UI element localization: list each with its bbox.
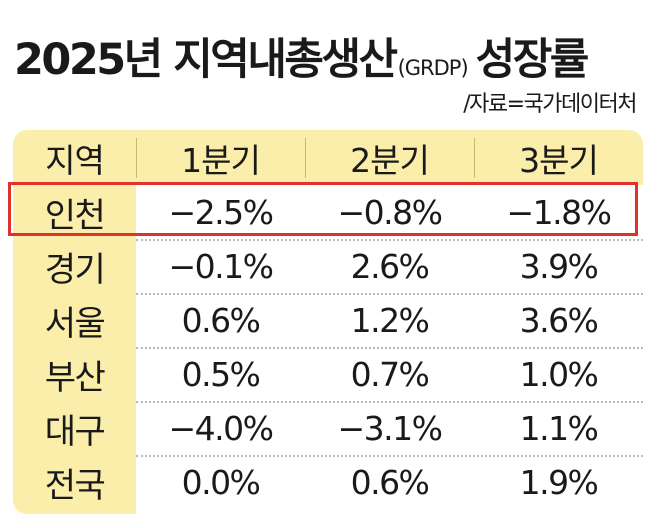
header-divider <box>305 138 306 178</box>
value-q3: 1.1% <box>519 408 599 448</box>
header-divider <box>136 138 137 178</box>
value-q1: 0.0% <box>181 462 261 502</box>
header-q3: 3분기 <box>519 140 599 180</box>
title-main: 2025년 지역내총생산 <box>14 35 398 85</box>
value-q3: −1.8% <box>506 192 613 232</box>
header-q2: 2분기 <box>350 140 430 180</box>
value-q1: −0.1% <box>168 246 275 286</box>
table-row: 전국 0.0% 0.6% 1.9% <box>13 455 643 509</box>
value-q1: −2.5% <box>168 192 275 232</box>
table-header: 지역 1분기 2분기 3분기 <box>13 130 643 185</box>
value-q2: −3.1% <box>337 408 444 448</box>
value-q1: 0.5% <box>181 354 261 394</box>
region-label: 서울 <box>44 303 106 344</box>
value-q3: 3.9% <box>519 246 599 286</box>
value-q3: 1.9% <box>519 462 599 502</box>
header-region: 지역 <box>45 140 105 180</box>
value-q3: 3.6% <box>519 300 599 340</box>
region-label: 부산 <box>44 357 106 398</box>
title-tail: 성장률 <box>475 35 590 85</box>
source-credit: /자료=국가데이터처 <box>463 92 637 117</box>
value-q1: −4.0% <box>168 408 275 448</box>
region-label: 전국 <box>44 465 106 506</box>
row-divider <box>136 401 643 403</box>
value-q2: 1.2% <box>350 300 430 340</box>
table-row: 부산 0.5% 0.7% 1.0% <box>13 347 643 401</box>
region-label: 대구 <box>44 411 106 452</box>
table-row: 대구 −4.0% −3.1% 1.1% <box>13 401 643 455</box>
value-q2: 2.6% <box>350 246 430 286</box>
value-q2: −0.8% <box>337 192 444 232</box>
highlight-box <box>8 182 638 236</box>
grdp-table: 지역 1분기 2분기 3분기 인천 −2.5% −0.8% −1.8% 경기 −… <box>13 130 643 514</box>
page-title: 2025년 지역내총생산 (GRDP) 성장률 <box>14 8 590 85</box>
row-divider <box>136 239 643 241</box>
header-divider <box>474 138 475 178</box>
row-divider <box>136 455 643 457</box>
value-q1: 0.6% <box>181 300 261 340</box>
table-row: 인천 −2.5% −0.8% −1.8% <box>13 185 643 239</box>
value-q2: 0.7% <box>350 354 430 394</box>
region-label: 경기 <box>44 249 106 290</box>
table-row: 서울 0.6% 1.2% 3.6% <box>13 293 643 347</box>
title-sub: (GRDP) <box>397 56 469 80</box>
table-row: 경기 −0.1% 2.6% 3.9% <box>13 239 643 293</box>
value-q2: 0.6% <box>350 462 430 502</box>
value-q3: 1.0% <box>519 354 599 394</box>
region-label: 인천 <box>44 195 106 236</box>
header-q1: 1분기 <box>181 140 261 180</box>
row-divider <box>136 347 643 349</box>
row-divider <box>136 293 643 295</box>
